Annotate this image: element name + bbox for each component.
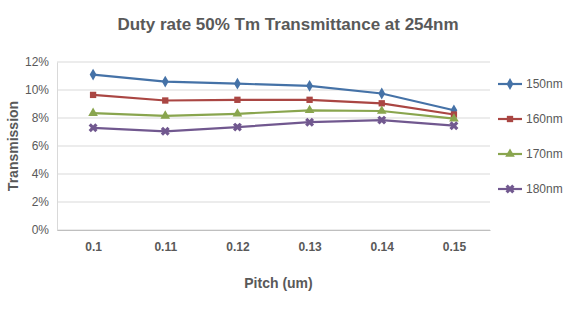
- legend-entry: 150nm: [498, 77, 563, 91]
- x-tick: 0.11: [154, 230, 177, 254]
- title: Duty rate 50% Tm Transmittance at 254nm: [117, 15, 458, 34]
- marker: [162, 97, 168, 103]
- legend: 150nm 160nm 170nm 180nm: [498, 77, 563, 196]
- marker: [159, 125, 172, 138]
- y-tick: 0%: [32, 223, 57, 237]
- plot-area: [86, 69, 460, 138]
- x-tick-label: 0.14: [371, 240, 395, 254]
- y-tick: 4%: [32, 167, 57, 181]
- y-axis-title: Transmission: [5, 101, 21, 191]
- y-axis: 0% 2% 4% 6% 8% 10% 12%: [25, 55, 58, 237]
- legend-entry: 170nm: [498, 147, 563, 161]
- x-axis-title: Pitch (um): [244, 275, 312, 291]
- series-line: [93, 75, 454, 111]
- x-tick: 0.13: [298, 230, 322, 254]
- y-tick: 8%: [32, 111, 57, 125]
- legend-entry: 160nm: [498, 112, 563, 126]
- y-tick-label: 6%: [32, 139, 50, 153]
- x-axis: 0.1 0.11 0.12 0.13 0.14 0.15: [58, 230, 491, 254]
- marker: [306, 97, 312, 103]
- marker: [234, 78, 241, 90]
- marker: [90, 92, 96, 98]
- grid-line: [57, 118, 490, 119]
- legend-entry: 180nm: [498, 182, 563, 196]
- grid-line: [57, 230, 490, 231]
- y-tick-label: 4%: [32, 167, 50, 181]
- marker: [377, 105, 387, 113]
- x-tick-label: 0.13: [298, 240, 322, 254]
- marker: [231, 120, 244, 133]
- legend-label: 180nm: [526, 182, 563, 196]
- x-tick: 0.1: [85, 230, 102, 254]
- x-tick-label: 0.12: [226, 240, 250, 254]
- y-tick-label: 10%: [25, 83, 49, 97]
- series: [86, 113, 460, 138]
- marker: [160, 110, 170, 118]
- legend-marker: [505, 148, 515, 156]
- y-tick-label: 12%: [25, 55, 49, 69]
- y-tick: 6%: [32, 139, 57, 153]
- grid-line: [57, 62, 490, 63]
- y-tick: 10%: [25, 83, 57, 97]
- grid-line: [57, 90, 490, 91]
- marker: [303, 115, 316, 128]
- chart: Duty rate 50% Tm Transmittance at 254nm 0…: [0, 0, 577, 312]
- x-tick: 0.14: [371, 230, 395, 254]
- series: [88, 105, 458, 122]
- series-line: [93, 120, 454, 131]
- x-tick: 0.15: [443, 230, 467, 254]
- y-axis-line: [57, 63, 58, 231]
- marker: [449, 113, 459, 121]
- y-tick: 12%: [25, 55, 57, 69]
- series: [90, 69, 458, 116]
- legend-label: 170nm: [526, 147, 563, 161]
- x-tick: 0.12: [226, 230, 250, 254]
- marker: [234, 97, 240, 103]
- legend-label: 150nm: [526, 77, 563, 91]
- grid-line: [57, 146, 490, 147]
- grid: [57, 62, 490, 230]
- marker: [162, 76, 169, 88]
- x-axis-line: [58, 230, 491, 231]
- legend-marker: [507, 116, 513, 122]
- x-tick-label: 0.15: [443, 240, 467, 254]
- grid-line: [57, 174, 490, 175]
- marker: [447, 119, 460, 132]
- marker: [88, 108, 98, 116]
- marker: [305, 105, 315, 113]
- legend-marker: [507, 78, 514, 90]
- series-line: [93, 110, 454, 118]
- y-tick: 2%: [32, 195, 57, 209]
- x-tick-label: 0.11: [154, 240, 177, 254]
- y-tick-label: 2%: [32, 195, 50, 209]
- legend-label: 160nm: [526, 112, 563, 126]
- marker: [233, 108, 243, 116]
- y-tick-label: 8%: [32, 111, 50, 125]
- marker: [378, 88, 385, 100]
- marker: [90, 69, 97, 81]
- marker: [86, 121, 99, 134]
- y-tick-label: 0%: [32, 223, 50, 237]
- marker: [306, 80, 313, 92]
- legend-marker: [503, 182, 516, 195]
- grid-line: [57, 202, 490, 203]
- x-tick-label: 0.1: [85, 240, 102, 254]
- marker: [375, 113, 388, 126]
